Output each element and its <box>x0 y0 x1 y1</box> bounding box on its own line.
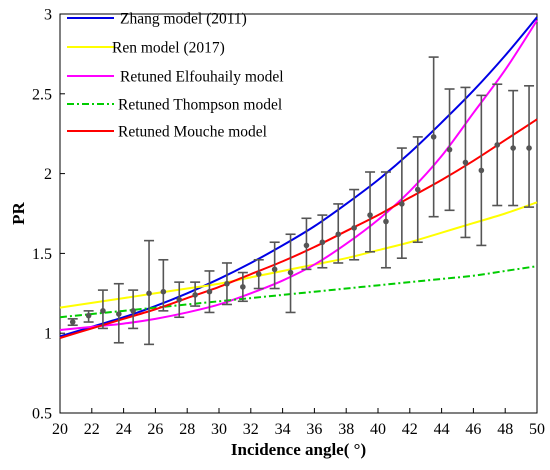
legend: Zhang model (2011) Ren model (2017) Retune… <box>67 11 284 141</box>
x-tick-label: 28 <box>179 421 195 438</box>
x-tick-label: 50 <box>529 421 545 438</box>
x-tick-label: 26 <box>147 421 163 438</box>
data-point <box>116 311 122 317</box>
data-point <box>287 269 294 276</box>
data-point <box>224 280 230 287</box>
legend-label-2: Ren model (2017) <box>112 40 225 57</box>
plot-border <box>59 13 538 414</box>
x-tick-label: 22 <box>84 421 100 438</box>
data-point <box>100 308 106 314</box>
x-tick-label: 30 <box>211 421 227 438</box>
x-tick-label: 24 <box>116 421 132 438</box>
y-tick-label: 2.5 <box>32 86 52 103</box>
legend-label-5: Retuned Mouche model <box>118 124 267 141</box>
data-point <box>414 186 421 193</box>
series-line-3 <box>59 19 538 332</box>
x-tick-label: 20 <box>52 421 68 438</box>
series-line-2 <box>59 201 538 309</box>
data-point <box>271 266 278 273</box>
data-point <box>206 288 213 295</box>
x-tick-label: 40 <box>370 421 386 438</box>
data-point <box>303 242 310 249</box>
data-point <box>319 239 326 246</box>
x-tick-label: 32 <box>243 421 259 438</box>
series-line-4 <box>59 265 538 319</box>
x-axis: 20 22 24 26 28 30 32 34 36 38 40 42 44 46 48 50 <box>52 408 545 438</box>
data-point <box>478 167 485 174</box>
data-point <box>383 218 389 225</box>
model-lines <box>59 16 538 339</box>
y-tick-label: 1 <box>44 326 52 343</box>
data-point <box>494 142 501 148</box>
y-axis: 0.5 1 1.5 2 2.5 3 <box>32 7 65 423</box>
data-point <box>462 159 469 166</box>
x-tick-label: 34 <box>275 421 291 438</box>
legend-label-4: Retuned Thompson model <box>118 97 282 114</box>
data-point <box>446 146 453 153</box>
data-point <box>240 284 246 290</box>
data-point <box>69 319 76 325</box>
legend-label-1: Zhang model (2011) <box>120 11 247 28</box>
legend-label-3: Retuned Elfouhaily model <box>120 69 284 86</box>
series-line-1 <box>59 16 538 338</box>
x-tick-label: 36 <box>306 421 322 438</box>
y-tick-label: 1.5 <box>32 246 52 263</box>
data-point <box>146 290 152 297</box>
y-tick-label: 2 <box>44 166 52 183</box>
data-point <box>130 308 136 314</box>
data-point <box>335 231 342 238</box>
data-point <box>430 134 437 140</box>
x-tick-label: 48 <box>497 421 513 438</box>
data-point <box>510 145 516 151</box>
x-tick-label: 44 <box>434 421 450 438</box>
x-tick-label: 38 <box>338 421 354 438</box>
plot-area <box>59 13 538 414</box>
data-point <box>351 225 357 231</box>
data-point <box>255 271 262 277</box>
data-point <box>160 288 167 295</box>
data-point <box>526 145 532 151</box>
data-point <box>192 292 198 298</box>
series-line-5 <box>59 118 538 339</box>
x-tick-label: 46 <box>465 421 481 438</box>
data-point <box>367 212 373 218</box>
data-point <box>176 296 183 303</box>
y-tick-label: 3 <box>44 7 52 24</box>
y-axis-title: PR <box>9 201 28 224</box>
observation-points <box>69 134 532 325</box>
x-axis-title: Incidence angle( °) <box>231 440 366 459</box>
data-point <box>399 201 405 207</box>
y-tick-label: 0.5 <box>32 406 52 423</box>
x-tick-label: 42 <box>402 421 418 438</box>
data-point <box>85 312 92 319</box>
